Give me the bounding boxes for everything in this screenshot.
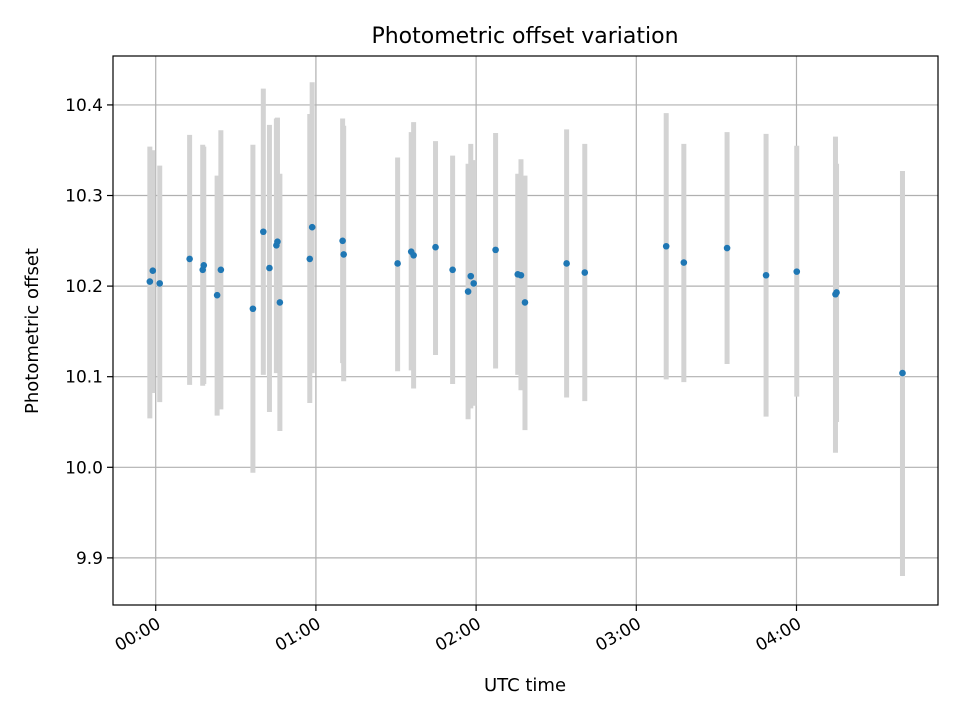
data-point <box>464 288 472 295</box>
y-tick-label: 10.1 <box>65 368 103 388</box>
data-point <box>467 272 475 280</box>
data-point <box>899 369 906 377</box>
data-point <box>306 255 314 263</box>
data-point <box>266 264 273 272</box>
data-point <box>149 267 157 275</box>
data-point <box>833 289 840 296</box>
data-point <box>308 223 316 231</box>
data-point <box>449 266 456 274</box>
data-point <box>339 237 346 245</box>
data-point <box>249 305 257 313</box>
data-point <box>793 268 801 275</box>
y-tick-label: 10.0 <box>65 458 103 478</box>
data-point <box>432 243 439 251</box>
data-point <box>662 242 670 250</box>
y-axis-ticks: 9.9 10.0 10.1 10.2 10.3 10.4 <box>65 96 113 569</box>
data-point <box>274 238 281 246</box>
data-point <box>146 278 154 285</box>
y-tick-label: 9.9 <box>76 549 103 569</box>
data-point <box>492 246 499 254</box>
y-tick-label: 10.3 <box>65 187 103 207</box>
chart-title: Photometric offset variation <box>371 24 678 49</box>
data-point <box>470 280 478 287</box>
x-axis-label: UTC time <box>484 675 566 696</box>
y-axis-label: Photometric offset <box>22 248 43 414</box>
plot-frame <box>112 55 939 606</box>
data-point <box>340 251 347 258</box>
data-point <box>563 260 570 267</box>
data-point <box>517 271 525 279</box>
data-point <box>276 299 284 306</box>
data-point <box>680 259 688 266</box>
data-point <box>521 299 529 306</box>
data-point <box>260 228 267 236</box>
data-point <box>394 260 401 267</box>
y-tick-label: 10.4 <box>65 96 103 116</box>
data-point <box>217 266 225 274</box>
data-point <box>156 280 164 287</box>
data-point <box>213 291 221 299</box>
data-point <box>581 269 589 276</box>
y-tick-label: 10.2 <box>65 277 103 297</box>
data-point <box>762 271 770 279</box>
data-point <box>186 255 193 263</box>
data-point <box>410 252 417 259</box>
data-point <box>723 244 731 252</box>
data-points <box>146 223 906 377</box>
data-point <box>200 261 208 269</box>
